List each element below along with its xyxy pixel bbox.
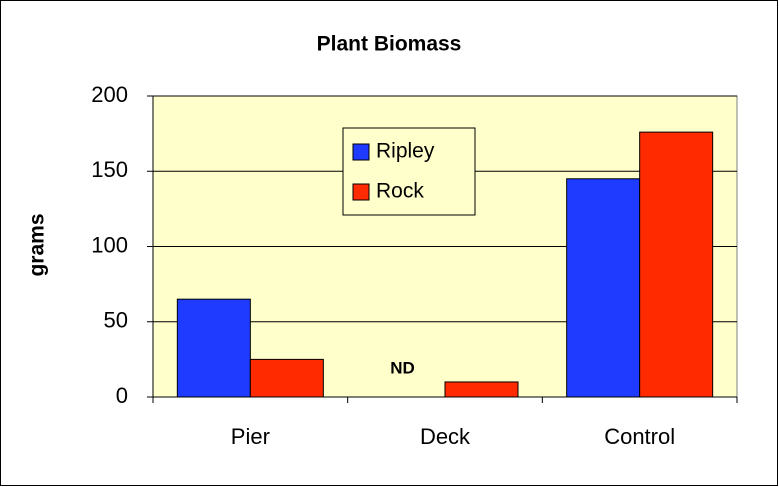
y-axis-label: grams bbox=[26, 213, 49, 276]
x-tick-label: Pier bbox=[231, 424, 270, 449]
bar bbox=[639, 131, 714, 398]
y-tick-label: 100 bbox=[91, 232, 128, 257]
bar bbox=[249, 358, 324, 398]
bar bbox=[566, 178, 641, 398]
x-tick-label: Deck bbox=[420, 424, 471, 449]
chart-title: Plant Biomass bbox=[317, 33, 462, 56]
legend: Ripley Rock bbox=[342, 127, 476, 216]
y-tick-label: 50 bbox=[104, 308, 128, 333]
legend-swatch bbox=[352, 143, 370, 161]
annotation: ND bbox=[390, 358, 415, 377]
legend-label: Rock bbox=[376, 180, 424, 203]
y-tick-label: 0 bbox=[116, 383, 128, 408]
y-tick-label: 150 bbox=[91, 157, 128, 182]
x-tick-label: Control bbox=[604, 424, 675, 449]
bar bbox=[176, 298, 251, 398]
legend-swatch bbox=[352, 183, 370, 201]
bar bbox=[444, 381, 519, 398]
y-tick-label: 200 bbox=[91, 82, 128, 107]
legend-label: Ripley bbox=[376, 140, 435, 163]
